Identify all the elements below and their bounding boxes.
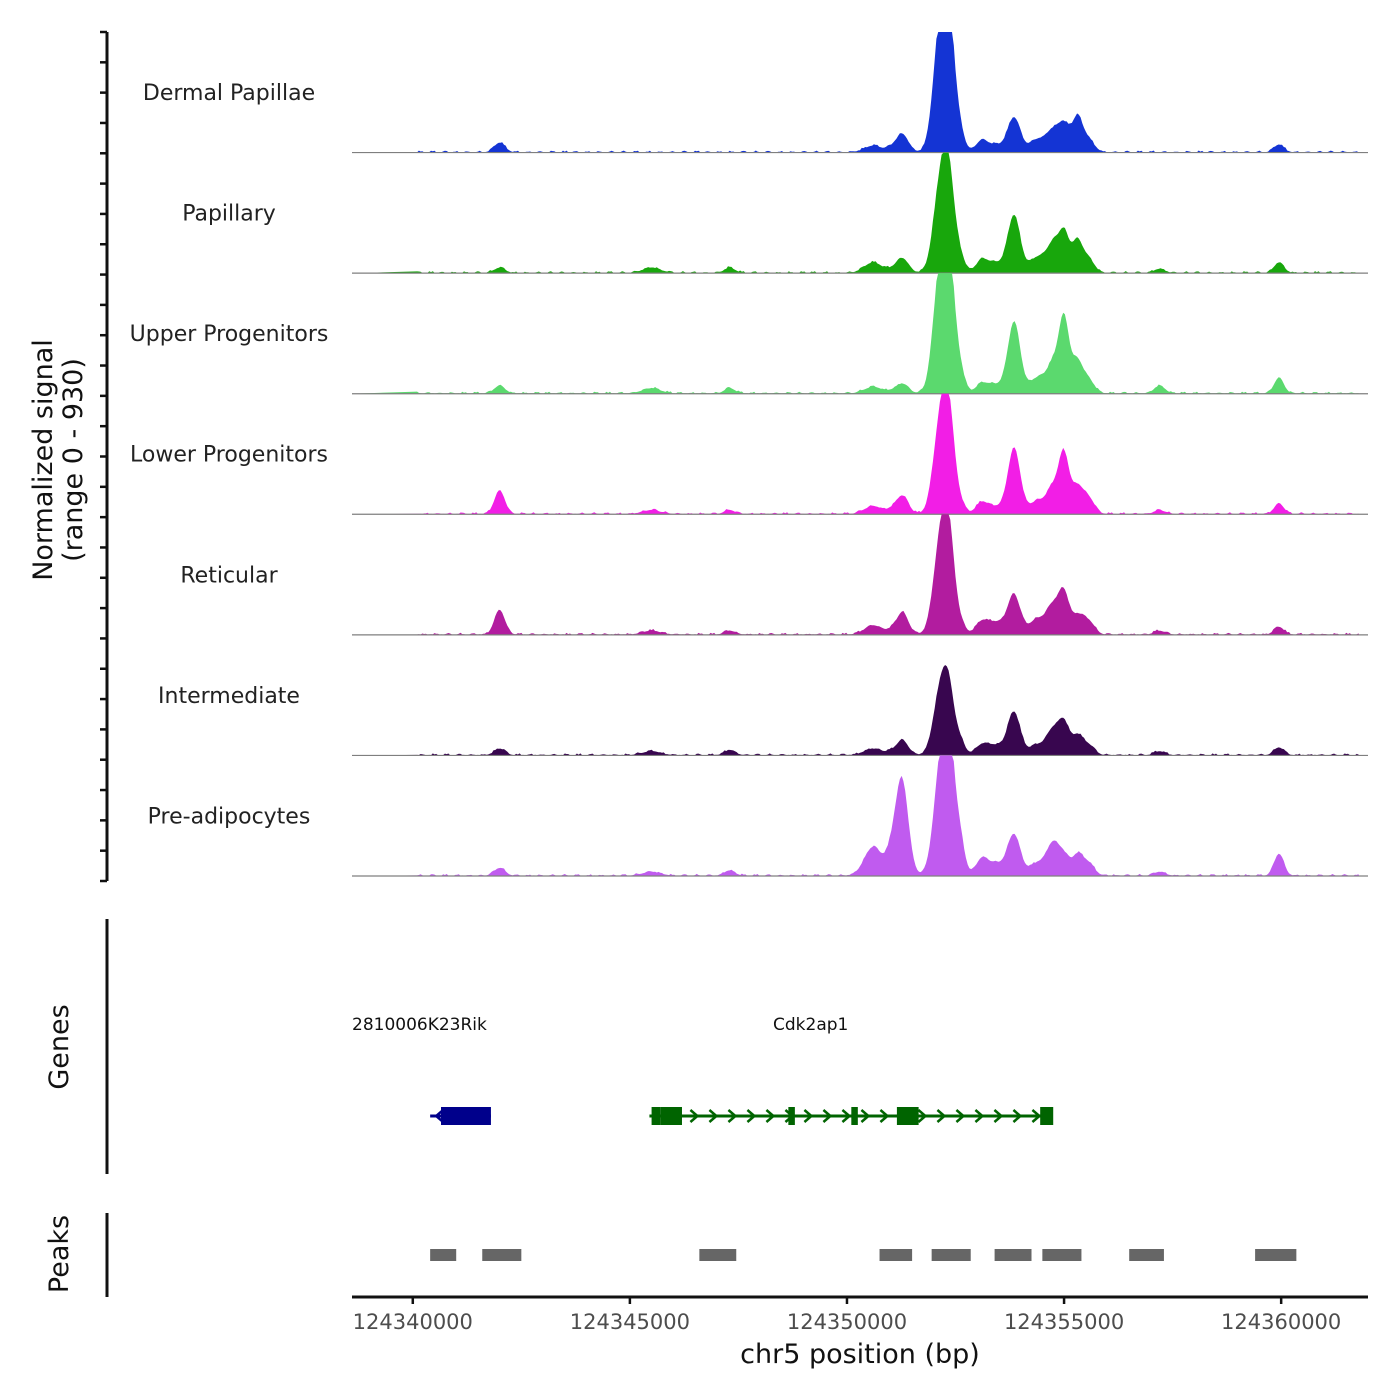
strand-arrow	[746, 1109, 757, 1123]
track-pre-adipocytes: Pre-adipocytes	[148, 755, 1368, 877]
y-axis-title-line1: Normalized signal	[28, 339, 59, 581]
strand-arrow	[434, 1109, 444, 1123]
strand-arrow	[1012, 1109, 1023, 1123]
strand-arrow	[860, 1109, 871, 1123]
gene-label: Cdk2ap1	[773, 1015, 848, 1035]
x-axis-title: chr5 position (bp)	[740, 1339, 980, 1370]
peak-region	[1255, 1249, 1297, 1261]
track-papillary: Papillary	[182, 152, 1368, 274]
coverage-area	[352, 152, 1360, 274]
coverage-area	[352, 393, 1360, 515]
genes-track: 2810006K23Rik Cdk2ap1	[352, 1015, 1054, 1125]
track-dermal-papillae: Dermal Papillae	[143, 32, 1368, 154]
gene-exon	[1040, 1107, 1054, 1125]
x-tick-label: 124340000	[353, 1310, 473, 1334]
y-axis-title-line2: (range 0 - 930)	[58, 358, 89, 562]
peak-region	[699, 1249, 737, 1261]
track-intermediate: Intermediate	[158, 665, 1368, 757]
peak-region	[1042, 1249, 1082, 1261]
coverage-area	[352, 665, 1360, 756]
gene-2810006k23rik: 2810006K23Rik	[352, 1015, 491, 1125]
strand-arrow	[955, 1109, 966, 1123]
coverage-tracks: Dermal Papillae Papillary Upper Progenitor…	[130, 32, 1368, 877]
track-label: Dermal Papillae	[143, 81, 315, 106]
strand-arrow	[917, 1109, 928, 1123]
frame-axes	[100, 30, 109, 1297]
gene-exon	[651, 1107, 661, 1125]
strand-arrow	[822, 1109, 833, 1123]
track-label: Intermediate	[158, 684, 300, 709]
track-upper-progenitors: Upper Progenitors	[130, 273, 1368, 395]
track-label: Papillary	[182, 202, 276, 227]
coverage-area	[352, 273, 1360, 394]
peak-region	[994, 1249, 1032, 1261]
x-tick-label: 124350000	[787, 1310, 907, 1334]
genes-track-title: Genes	[44, 1004, 75, 1089]
strand-arrow	[803, 1109, 814, 1123]
peak-region	[482, 1249, 522, 1261]
gene-exon	[896, 1107, 919, 1125]
strand-arrow	[727, 1109, 738, 1123]
peak-region	[879, 1249, 913, 1261]
track-reticular: Reticular	[180, 514, 1368, 636]
gene-label: 2810006K23Rik	[352, 1015, 487, 1035]
coverage-area	[352, 32, 1360, 153]
track-lower-progenitors: Lower Progenitors	[130, 393, 1368, 515]
strand-arrow	[1031, 1109, 1042, 1123]
strand-arrow	[974, 1109, 985, 1123]
strand-arrow	[936, 1109, 947, 1123]
track-label: Reticular	[180, 563, 278, 588]
gene-exon	[788, 1107, 795, 1125]
x-tick-label: 124360000	[1221, 1310, 1341, 1334]
gene-exon	[851, 1107, 858, 1125]
strand-arrow	[689, 1109, 700, 1123]
x-axis: 124340000 124345000 124350000 124355000 1243…	[352, 1295, 1368, 1334]
strand-arrow	[708, 1109, 719, 1123]
gene-cdk2ap1: Cdk2ap1	[649, 1015, 1054, 1125]
peak-region	[430, 1249, 457, 1261]
peaks-track-title: Peaks	[44, 1215, 75, 1293]
strand-arrow	[765, 1109, 776, 1123]
gene-exon	[441, 1107, 491, 1125]
track-label: Upper Progenitors	[130, 322, 329, 347]
peaks-track	[430, 1249, 1297, 1261]
peak-region	[1129, 1249, 1164, 1261]
x-tick-label: 124355000	[1004, 1310, 1124, 1334]
track-label: Lower Progenitors	[130, 443, 328, 468]
peak-region	[931, 1249, 971, 1261]
track-label: Pre-adipocytes	[148, 804, 311, 829]
x-tick-label: 124345000	[570, 1310, 690, 1334]
strand-arrow	[879, 1109, 890, 1123]
gene-exon	[660, 1107, 682, 1125]
coverage-area	[352, 755, 1360, 876]
strand-arrow	[841, 1109, 852, 1123]
coverage-area	[352, 514, 1360, 635]
strand-arrow	[993, 1109, 1004, 1123]
